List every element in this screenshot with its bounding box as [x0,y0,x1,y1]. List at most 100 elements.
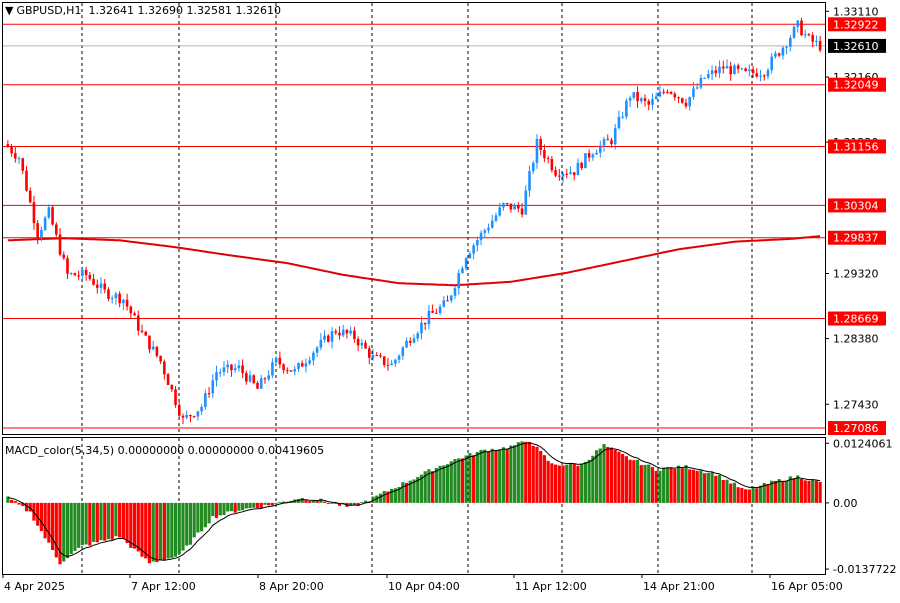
macd-bar [408,480,412,503]
candle-bear [677,97,680,99]
candle-bear [166,374,170,385]
macd-bar [606,446,610,503]
candle-bear [606,139,610,141]
collapse-triangle-icon[interactable]: ▼ [5,4,14,17]
level-price-label: 1.31156 [833,140,879,153]
macd-bar [129,502,133,548]
macd-bar [513,445,517,503]
macd-bar [13,501,17,503]
candle-bear [6,144,10,148]
macd-bar [770,480,774,503]
macd-bar [684,465,688,503]
macd-bar [527,442,532,503]
macd-bar [24,502,29,512]
candle-bull [688,96,692,107]
candle-bull [796,20,800,27]
candle-bull [330,331,334,342]
macd-bar [319,498,323,503]
candle-bull [122,299,125,304]
macd-bar [378,493,383,503]
macd-bar [539,450,543,503]
macd-bar [278,501,282,503]
macd-bar [330,502,334,504]
candle-bear [755,73,759,77]
candle-bull [725,66,729,69]
macd-bar [274,502,278,504]
candle-bull [99,283,103,288]
macd-bar [337,502,342,506]
macd-bar [73,502,77,551]
candle-bear [140,330,144,332]
candle-bull [528,171,531,191]
candle-bull [569,172,572,174]
candle-bear [136,315,140,331]
candle-bull [312,352,315,361]
macd-bar [680,468,684,503]
macd-bar [95,502,99,543]
candle-bull [748,69,751,71]
candle-bull [468,253,472,259]
candle-bear [367,348,371,358]
macd-bar [714,475,718,503]
candle-bear [278,357,282,365]
macd-bar [393,488,397,503]
level-price-box [828,198,886,213]
macd-bar [241,502,245,511]
macd-bar [431,471,435,503]
candle-bull [584,153,587,169]
macd-bar [755,488,759,503]
macd-bar [699,470,703,503]
macd-bar [799,479,804,503]
candle-bear [558,175,561,177]
macd-bar [114,502,118,537]
macd-bar [781,481,785,503]
candle-bear [129,306,133,314]
candle-bull [639,98,643,102]
macd-bar [311,500,315,503]
macd-bar [136,502,140,552]
candle-bull [498,207,501,216]
candle-bull [718,66,721,74]
macd-bar [263,502,267,505]
candle-bear [543,149,546,159]
macd-bar [80,502,84,546]
candle-bear [565,173,569,175]
candle-bear [647,101,651,105]
macd-bar [322,501,327,503]
candle-bear [159,355,162,362]
macd-bar [766,483,770,503]
candle-bull [40,229,43,238]
level-price-label: 1.30304 [833,199,879,212]
candle-bull [774,53,777,57]
macd-bar [39,502,43,532]
candle-bear [744,68,747,71]
macd-bar [382,491,386,503]
candle-bear [263,378,267,380]
macd-bar [494,450,498,503]
candle-bear [546,158,550,160]
candle-bull [17,158,21,160]
macd-bar [54,502,58,558]
macd-bar [617,451,621,503]
candle-bull [43,217,47,230]
time-axis-label: 10 Apr 04:00 [388,580,460,593]
level-price-label: 1.28669 [833,313,879,326]
candle-bear [505,203,509,205]
candle-bull [274,357,278,363]
candle-bull [785,46,788,48]
price-pane[interactable] [2,2,826,435]
macd-bar [688,469,692,503]
low-value: 1.32581 [186,4,232,17]
candle-bull [427,310,431,325]
level-price-box [828,17,886,32]
macd-bar [419,474,424,503]
candle-bear [282,364,285,371]
candle-bull [770,56,773,71]
high-value: 1.32690 [137,4,183,17]
candle-bull [654,96,658,100]
candle-bear [643,98,647,102]
candle-bull [461,268,464,274]
candle-bear [241,365,244,374]
